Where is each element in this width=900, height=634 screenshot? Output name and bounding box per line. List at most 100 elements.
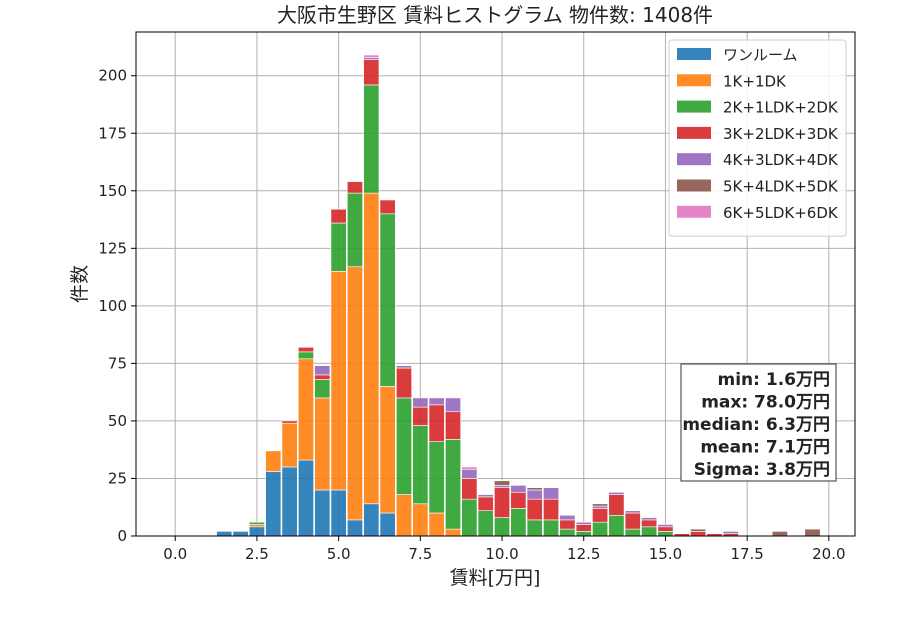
bar-segment — [330, 271, 347, 491]
x-tick-label: 0.0 — [163, 545, 187, 563]
stats-line: median: 6.3万円 — [682, 415, 830, 435]
bar-segment — [346, 519, 363, 537]
bar-segment — [396, 494, 412, 537]
y-tick-label: 75 — [108, 354, 127, 372]
bar-segment — [461, 498, 478, 537]
y-tick-label: 0 — [117, 527, 127, 545]
bar-segment — [314, 365, 331, 376]
bar-segment — [494, 485, 511, 488]
legend-swatch — [677, 126, 711, 139]
bar-segment — [428, 512, 445, 537]
bar-segment — [624, 512, 641, 530]
bar-segment — [592, 521, 609, 537]
bar-segment — [445, 528, 461, 537]
y-axis-title: 件数 — [69, 265, 91, 303]
x-tick-label: 5.0 — [327, 545, 351, 563]
bar-segment — [428, 441, 445, 514]
bar-segment — [608, 514, 625, 537]
bar-segment — [396, 365, 412, 369]
x-tick-label: 10.0 — [485, 545, 518, 563]
bar-segment — [477, 510, 494, 537]
bar-segment — [330, 222, 347, 272]
bar-segment — [363, 192, 380, 505]
chart-title: 大阪市生野区 賃料ヒストグラム 物件数: 1408件 — [277, 3, 713, 27]
bar-segment — [297, 358, 314, 461]
bar-segment — [804, 528, 821, 537]
stats-box-frame — [680, 363, 837, 482]
bar-segment — [445, 397, 461, 413]
legend: ワンルーム 1K+1DK 2K+1LDK+2DK 3K+2LDK+3DK 4K+3LDK… — [668, 39, 847, 237]
x-axis-title: 賃料[万円] — [450, 567, 541, 589]
bar-segment — [494, 487, 511, 518]
bar-segment — [608, 494, 625, 516]
bar-segment — [363, 503, 380, 537]
bar-segment — [265, 450, 282, 472]
bar-segment — [396, 367, 412, 399]
bar-segment — [232, 531, 249, 537]
bar-segment — [592, 505, 609, 509]
bar-segment — [543, 519, 560, 537]
bar-segment — [641, 526, 658, 537]
bar-segment — [297, 351, 314, 360]
bar-segment — [281, 420, 298, 424]
bar-segment — [608, 491, 625, 495]
bar-segment — [657, 526, 674, 532]
x-tick-label: 20.0 — [812, 545, 845, 563]
bar-segment — [592, 508, 609, 523]
x-tick-label: 17.5 — [730, 545, 763, 563]
bar-segment — [722, 531, 739, 534]
legend-swatch — [677, 205, 711, 218]
bar-segment — [346, 181, 363, 194]
legend-label: 6K+5LDK+6DK — [723, 204, 839, 222]
bar-segment — [559, 528, 576, 537]
legend-swatch — [677, 179, 711, 192]
stats-line: min: 1.6万円 — [718, 370, 830, 390]
stats-line: Sigma: 3.8万円 — [694, 460, 830, 480]
y-tick-label: 175 — [98, 124, 127, 142]
bar-segment — [592, 503, 609, 507]
legend-swatch — [677, 100, 711, 113]
bar-segment — [314, 379, 331, 399]
bar-segment — [657, 524, 674, 528]
bar-segment — [363, 59, 380, 86]
y-tick-label: 100 — [98, 297, 127, 315]
bar-segment — [330, 489, 347, 537]
bar-segment — [526, 489, 543, 500]
bar-segment — [248, 521, 265, 525]
bar-segment — [265, 471, 282, 537]
bar-segment — [575, 524, 592, 532]
bar-segment — [494, 517, 511, 537]
bar-segment — [494, 480, 511, 486]
legend-label: 4K+3LDK+4DK — [723, 151, 839, 169]
bar-segment — [445, 439, 461, 530]
axis-ticks: 0.0 2.5 5.0 7.5 10.0 12.5 15.0 17.5 20.0 0 25 50 75 1… — [98, 67, 845, 563]
legend-label: 2K+1LDK+2DK — [723, 99, 839, 117]
bar-segment — [510, 485, 527, 493]
legend-swatch — [677, 48, 711, 60]
bar-segment — [477, 496, 494, 511]
bar-segment — [461, 478, 478, 500]
legend-label: 3K+2LDK+3DK — [723, 125, 839, 143]
x-tick-label: 2.5 — [245, 545, 269, 563]
bar-segment — [690, 531, 707, 537]
bar-segment — [363, 54, 380, 58]
y-tick-label: 25 — [108, 469, 127, 487]
bar-segment — [412, 406, 429, 426]
bar-segment — [657, 531, 674, 537]
stats-line: max: 78.0万円 — [701, 393, 830, 413]
bar-segment — [314, 397, 331, 491]
bar-segment — [624, 528, 641, 537]
bar-segment — [543, 498, 560, 521]
bar-segment — [510, 508, 527, 537]
bar-segment — [575, 531, 592, 537]
bar-segment — [771, 531, 788, 537]
stats-line: mean: 7.1万円 — [700, 438, 830, 458]
legend-label: 1K+1DK — [723, 72, 787, 90]
y-tick-label: 125 — [98, 239, 127, 257]
x-tick-label: 12.5 — [567, 545, 600, 563]
bars — [216, 54, 821, 537]
legend-swatch — [677, 74, 711, 87]
bar-segment — [543, 487, 560, 500]
bar-segment — [526, 519, 543, 537]
